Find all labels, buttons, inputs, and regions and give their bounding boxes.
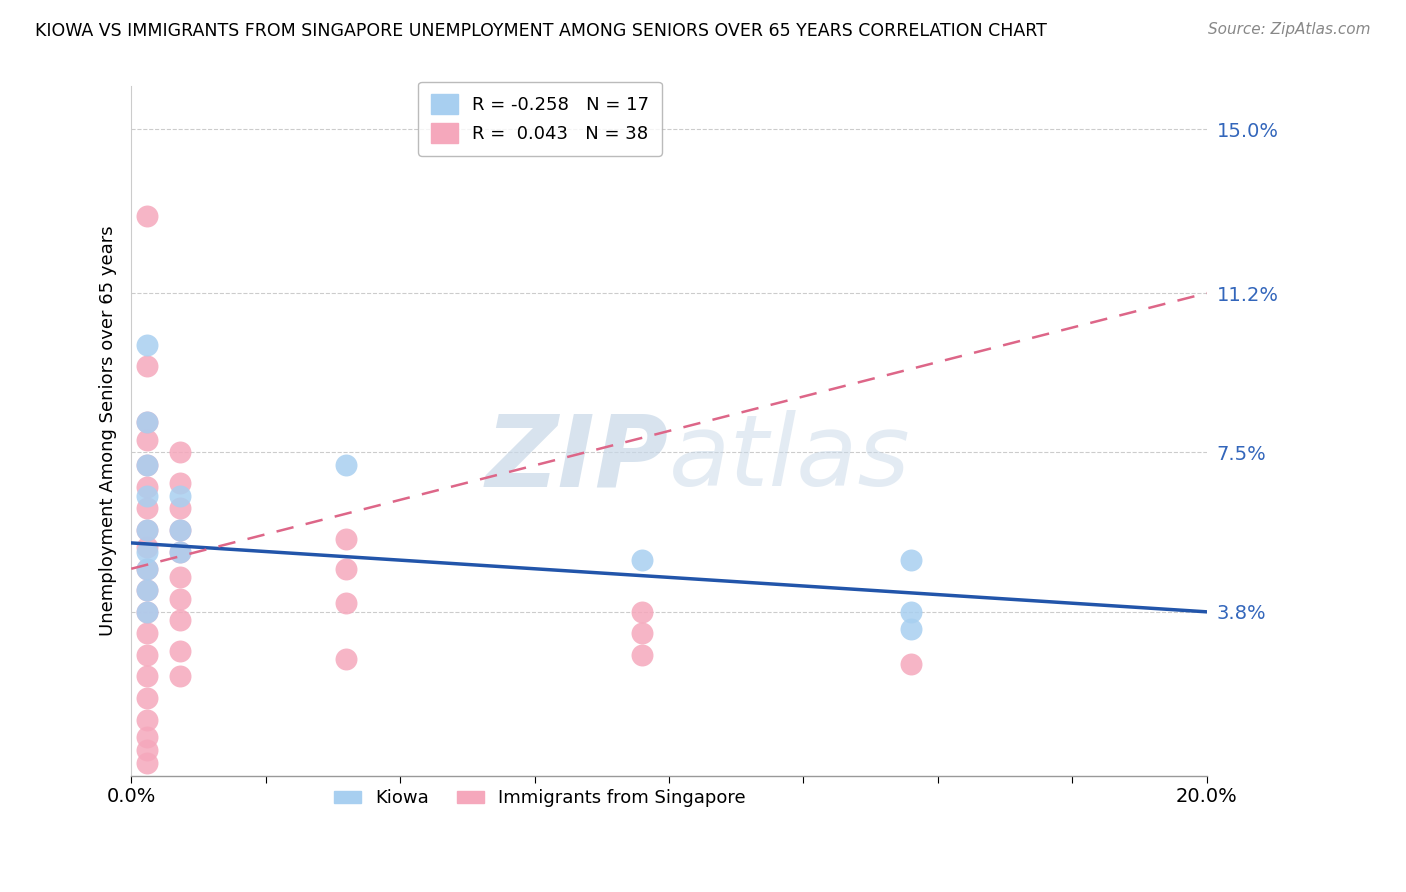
Point — [335, 596, 357, 610]
Point — [136, 730, 159, 744]
Point — [169, 523, 191, 537]
Point — [631, 605, 654, 619]
Point — [335, 652, 357, 666]
Point — [631, 553, 654, 567]
Point — [136, 583, 159, 598]
Point — [136, 742, 159, 756]
Point — [631, 626, 654, 640]
Text: KIOWA VS IMMIGRANTS FROM SINGAPORE UNEMPLOYMENT AMONG SENIORS OVER 65 YEARS CORR: KIOWA VS IMMIGRANTS FROM SINGAPORE UNEMP… — [35, 22, 1047, 40]
Point — [136, 489, 159, 503]
Point — [136, 562, 159, 576]
Point — [169, 501, 191, 516]
Point — [169, 669, 191, 683]
Point — [136, 523, 159, 537]
Point — [900, 605, 922, 619]
Point — [136, 415, 159, 429]
Point — [136, 605, 159, 619]
Point — [136, 690, 159, 705]
Point — [136, 562, 159, 576]
Point — [900, 622, 922, 636]
Point — [900, 553, 922, 567]
Point — [136, 458, 159, 473]
Point — [136, 209, 159, 223]
Point — [136, 338, 159, 352]
Point — [136, 756, 159, 770]
Point — [169, 643, 191, 657]
Point — [335, 458, 357, 473]
Point — [169, 475, 191, 490]
Point — [136, 605, 159, 619]
Point — [136, 626, 159, 640]
Point — [136, 359, 159, 374]
Point — [136, 523, 159, 537]
Point — [169, 445, 191, 459]
Point — [136, 648, 159, 662]
Point — [169, 614, 191, 628]
Point — [169, 570, 191, 584]
Text: ZIP: ZIP — [486, 410, 669, 507]
Point — [335, 532, 357, 546]
Legend: Kiowa, Immigrants from Singapore: Kiowa, Immigrants from Singapore — [328, 782, 754, 814]
Point — [136, 433, 159, 447]
Point — [169, 544, 191, 558]
Point — [169, 591, 191, 606]
Text: atlas: atlas — [669, 410, 911, 507]
Point — [136, 458, 159, 473]
Point — [169, 489, 191, 503]
Point — [136, 713, 159, 727]
Point — [136, 415, 159, 429]
Point — [136, 669, 159, 683]
Point — [136, 501, 159, 516]
Point — [136, 544, 159, 558]
Point — [900, 657, 922, 671]
Point — [169, 544, 191, 558]
Point — [631, 648, 654, 662]
Text: Source: ZipAtlas.com: Source: ZipAtlas.com — [1208, 22, 1371, 37]
Point — [136, 583, 159, 598]
Y-axis label: Unemployment Among Seniors over 65 years: Unemployment Among Seniors over 65 years — [100, 226, 117, 636]
Point — [169, 523, 191, 537]
Point — [136, 540, 159, 554]
Point — [136, 480, 159, 494]
Point — [335, 562, 357, 576]
